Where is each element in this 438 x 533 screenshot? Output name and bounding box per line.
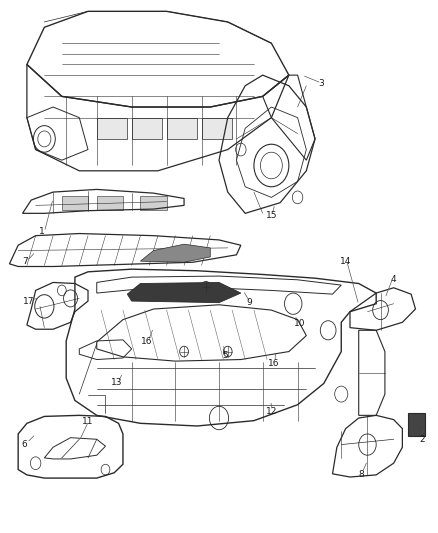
- Text: 9: 9: [247, 298, 252, 307]
- Text: 15: 15: [265, 211, 277, 220]
- Text: 1: 1: [39, 228, 45, 237]
- Text: 16: 16: [268, 359, 279, 368]
- Text: 11: 11: [82, 417, 94, 426]
- Text: 3: 3: [319, 78, 325, 87]
- Text: 17: 17: [23, 296, 35, 305]
- Text: 16: 16: [141, 337, 153, 346]
- Polygon shape: [127, 282, 241, 303]
- Bar: [62, 196, 88, 209]
- Bar: [97, 196, 123, 209]
- Text: 2: 2: [419, 435, 425, 444]
- Bar: [141, 196, 166, 209]
- Bar: [132, 118, 162, 139]
- Text: 7: 7: [22, 257, 28, 265]
- Text: 5: 5: [223, 351, 229, 360]
- Bar: [97, 118, 127, 139]
- Text: 13: 13: [111, 378, 122, 387]
- Text: 4: 4: [391, 275, 396, 284]
- Text: 8: 8: [358, 471, 364, 479]
- Bar: [166, 118, 197, 139]
- Text: 12: 12: [266, 407, 277, 416]
- Bar: [408, 413, 425, 435]
- Bar: [201, 118, 232, 139]
- Text: 14: 14: [340, 257, 351, 265]
- Text: 6: 6: [22, 440, 28, 449]
- Text: 10: 10: [294, 319, 306, 328]
- Polygon shape: [141, 244, 210, 262]
